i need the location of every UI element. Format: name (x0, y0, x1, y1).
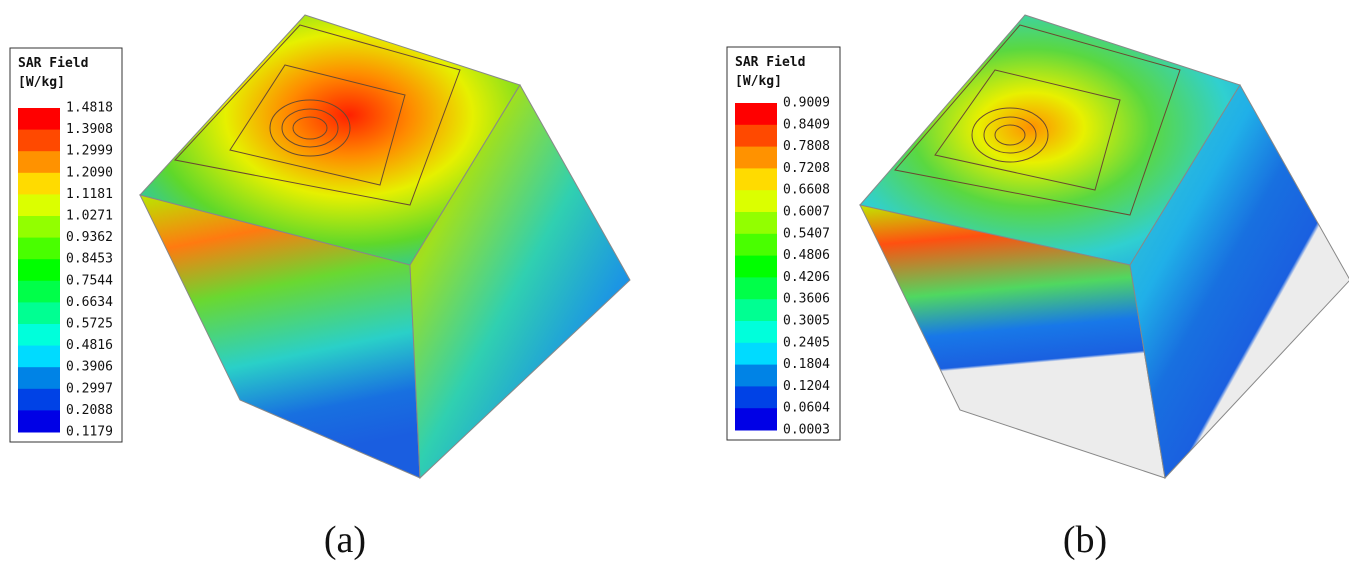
legend-label: 0.1179 (66, 425, 113, 440)
legend-label: 1.4818 (66, 101, 113, 116)
legend-label: 0.2405 (783, 335, 830, 350)
color-band (735, 125, 777, 147)
legend-label: 0.8453 (66, 252, 113, 267)
legend-label: 0.2997 (66, 381, 113, 396)
legend-label: 1.3908 (66, 122, 113, 137)
color-band (735, 212, 777, 234)
color-band (735, 365, 777, 387)
color-band (735, 103, 777, 125)
legend: SAR Field [W/kg]1.4818 1.3908 1.2999 1.2090 1… (10, 48, 122, 442)
figure: SAR Field[W/kg]1.48181.39081.29991.20901… (0, 0, 1349, 562)
color-band (735, 343, 777, 365)
color-band (18, 281, 60, 303)
legend-label: 0.1804 (783, 357, 830, 372)
color-band (735, 147, 777, 169)
color-band (18, 108, 60, 130)
color-band (18, 346, 60, 368)
color-band (735, 299, 777, 321)
legend-label: 0.3005 (783, 314, 830, 329)
color-band (18, 238, 60, 260)
legend-label: 0.9009 (783, 96, 830, 111)
color-band (735, 234, 777, 256)
legend-label: 0.8409 (783, 117, 830, 132)
legend-label: 0.7208 (783, 161, 830, 176)
legend-label: 0.4806 (783, 248, 830, 263)
legend-label: 0.2088 (66, 403, 113, 418)
legend-title: SAR Field (18, 56, 88, 71)
color-band (18, 194, 60, 216)
color-band (18, 216, 60, 238)
legend: SAR Field [W/kg]0.9009 0.8409 0.7808 0.7208 0… (727, 47, 840, 440)
legend-label: 0.5407 (783, 226, 830, 241)
color-band (18, 389, 60, 411)
color-band (18, 151, 60, 173)
legend-label: 0.7808 (783, 139, 830, 154)
color-band (18, 324, 60, 346)
cube-b (860, 15, 1349, 478)
legend-label: 0.6007 (783, 205, 830, 220)
legend-label: 0.3606 (783, 292, 830, 307)
color-band (18, 367, 60, 389)
color-band (18, 302, 60, 324)
legend-label: 0.0003 (783, 423, 830, 438)
legend-label: 1.2090 (66, 165, 113, 180)
color-band (18, 410, 60, 432)
legend-unit: [W/kg] (18, 75, 65, 90)
legend-label: 1.1181 (66, 187, 113, 202)
legend-label: 0.1204 (783, 379, 830, 394)
legend-title: SAR Field (735, 55, 805, 70)
legend-label: 0.7544 (66, 273, 113, 288)
legend-label: 0.4816 (66, 338, 113, 353)
caption: (a) (324, 519, 366, 561)
legend-label: 0.4206 (783, 270, 830, 285)
color-band (735, 168, 777, 190)
legend-label: 0.3906 (66, 360, 113, 375)
color-band (735, 277, 777, 299)
legend-label: 0.5725 (66, 317, 113, 332)
legend-label: 0.6608 (783, 183, 830, 198)
color-band (735, 386, 777, 408)
color-band (18, 173, 60, 195)
color-band (735, 321, 777, 343)
color-band (735, 256, 777, 278)
caption: (b) (1063, 519, 1107, 561)
legend-label: 1.0271 (66, 209, 113, 224)
cube-a (140, 15, 630, 478)
color-band (18, 259, 60, 281)
legend-label: 0.0604 (783, 401, 830, 416)
legend-label: 0.6634 (66, 295, 113, 310)
color-band (18, 130, 60, 152)
color-band (735, 408, 777, 430)
legend-label: 0.9362 (66, 230, 113, 245)
legend-label: 1.2999 (66, 144, 113, 159)
legend-unit: [W/kg] (735, 74, 782, 89)
color-band (735, 190, 777, 212)
